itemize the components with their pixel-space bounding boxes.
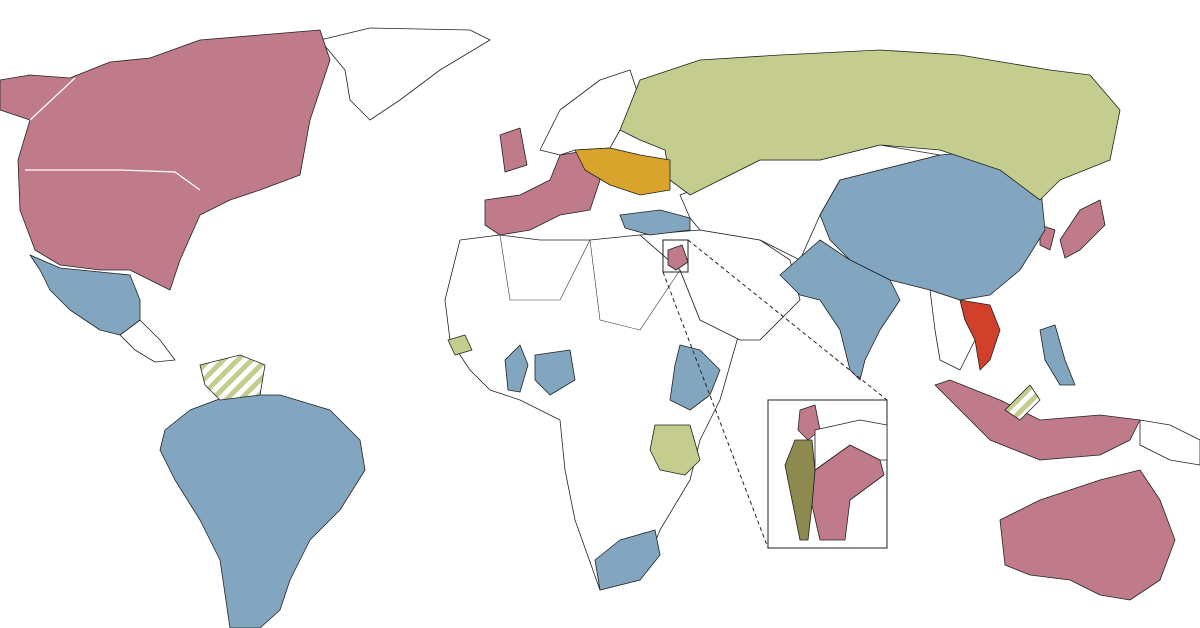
- africa: [444, 234, 741, 591]
- us-canada-border: [25, 169, 201, 191]
- inset-connector: [687, 239, 888, 401]
- senegal: [447, 334, 473, 356]
- papua: [1139, 419, 1200, 466]
- north-america: [0, 29, 331, 291]
- inset-israel: [784, 439, 816, 541]
- inset-lebanon: [797, 404, 821, 441]
- japan: [1059, 199, 1106, 259]
- ethiopia: [669, 344, 721, 411]
- ghana: [504, 344, 529, 393]
- russia: [619, 49, 1121, 201]
- venezuela: [199, 354, 266, 401]
- northern-europe: [539, 69, 641, 156]
- western-europe: [484, 149, 601, 236]
- australia: [999, 469, 1176, 601]
- turkey: [619, 209, 691, 236]
- india: [779, 239, 901, 381]
- indonesia: [934, 379, 1141, 461]
- nigeria: [534, 349, 576, 396]
- philippines: [1039, 324, 1076, 386]
- africa-borders: [499, 234, 681, 331]
- inset-connector: [662, 271, 769, 549]
- jordan-small: [667, 244, 689, 271]
- greenland: [319, 27, 491, 121]
- tanzania: [649, 424, 701, 476]
- vietnam: [959, 299, 1001, 371]
- south-africa: [594, 529, 661, 591]
- south-america: [159, 394, 366, 628]
- inset-source-box: [662, 239, 689, 273]
- poland-ukraine: [574, 147, 671, 196]
- alaska-border: [29, 77, 76, 121]
- malaysia: [1004, 384, 1041, 421]
- mexico: [29, 254, 141, 336]
- united-kingdom: [499, 127, 528, 173]
- inset-syria: [814, 419, 888, 471]
